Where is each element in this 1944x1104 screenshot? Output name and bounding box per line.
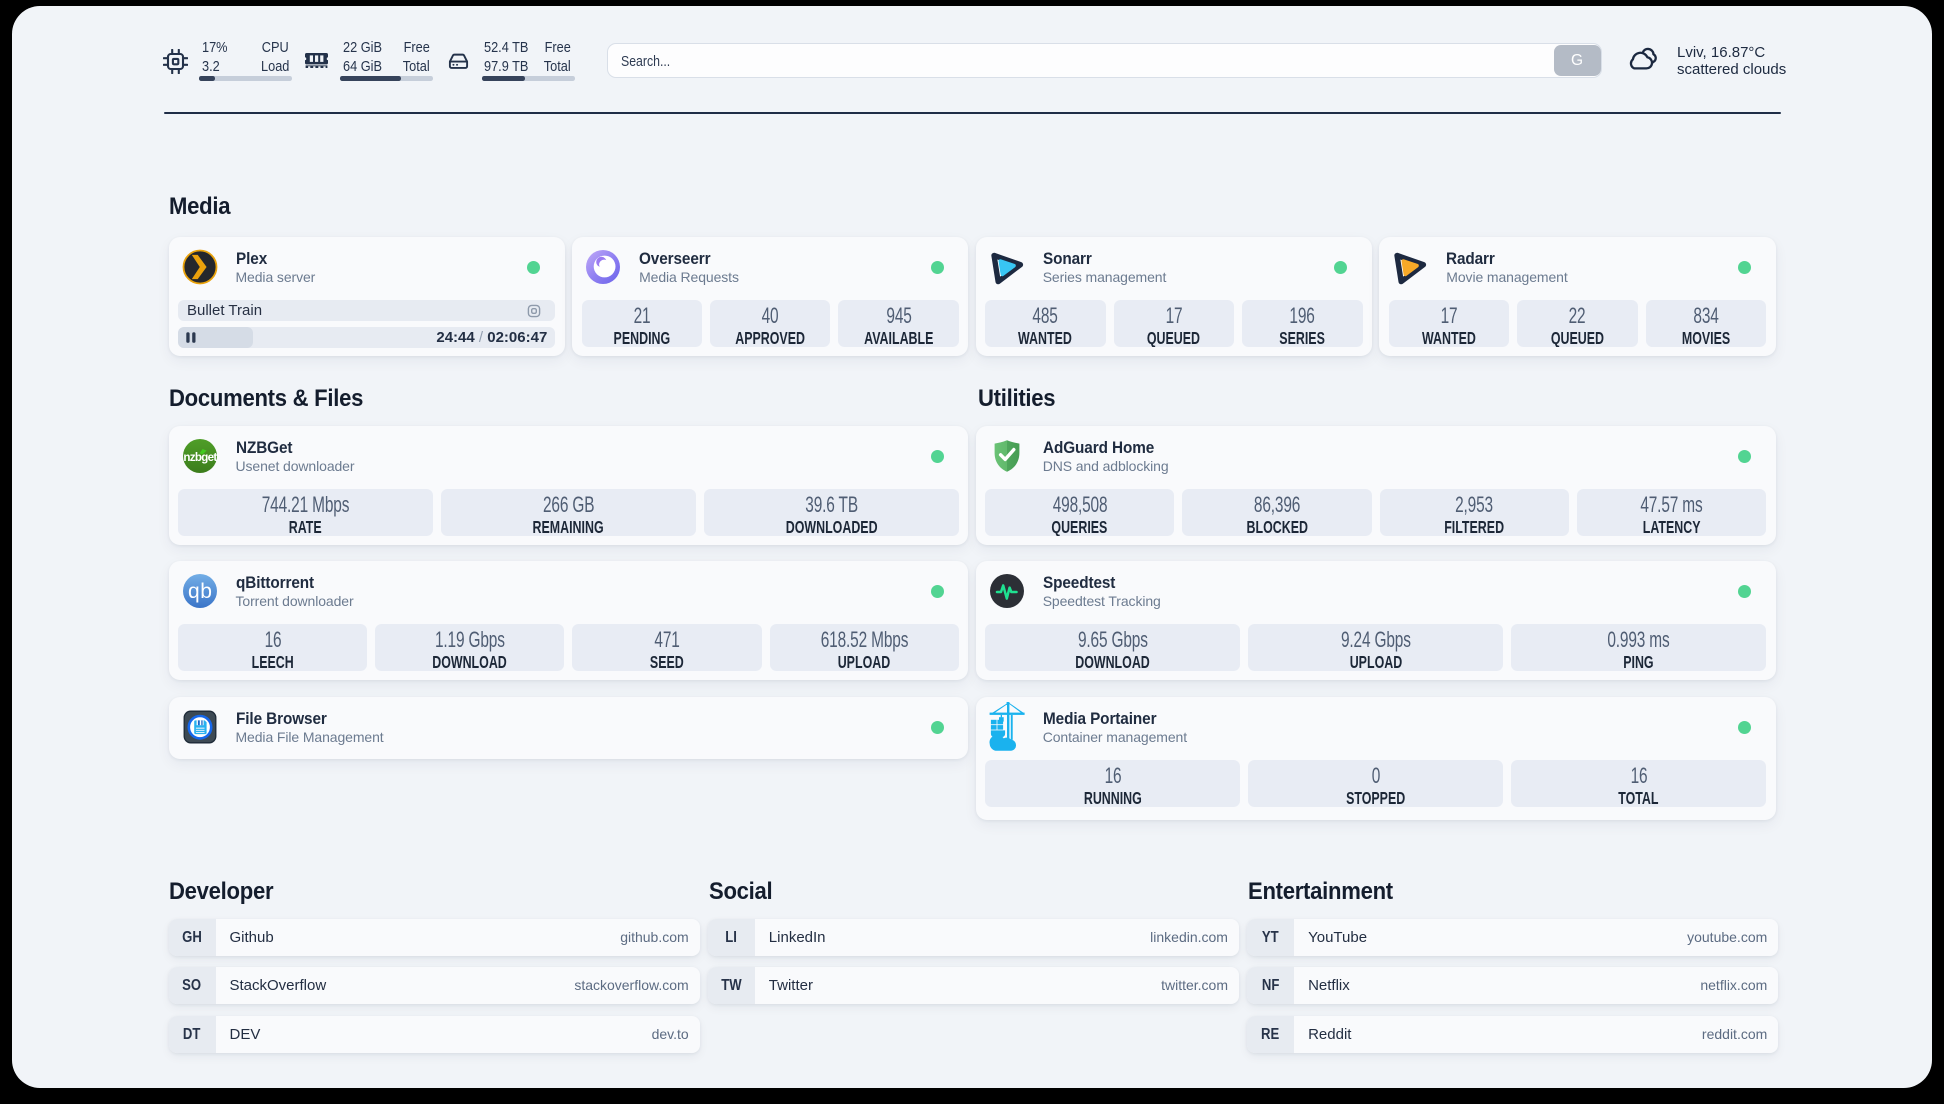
svg-text:qb: qb xyxy=(188,580,212,603)
svg-text:nzbget: nzbget xyxy=(183,451,217,464)
